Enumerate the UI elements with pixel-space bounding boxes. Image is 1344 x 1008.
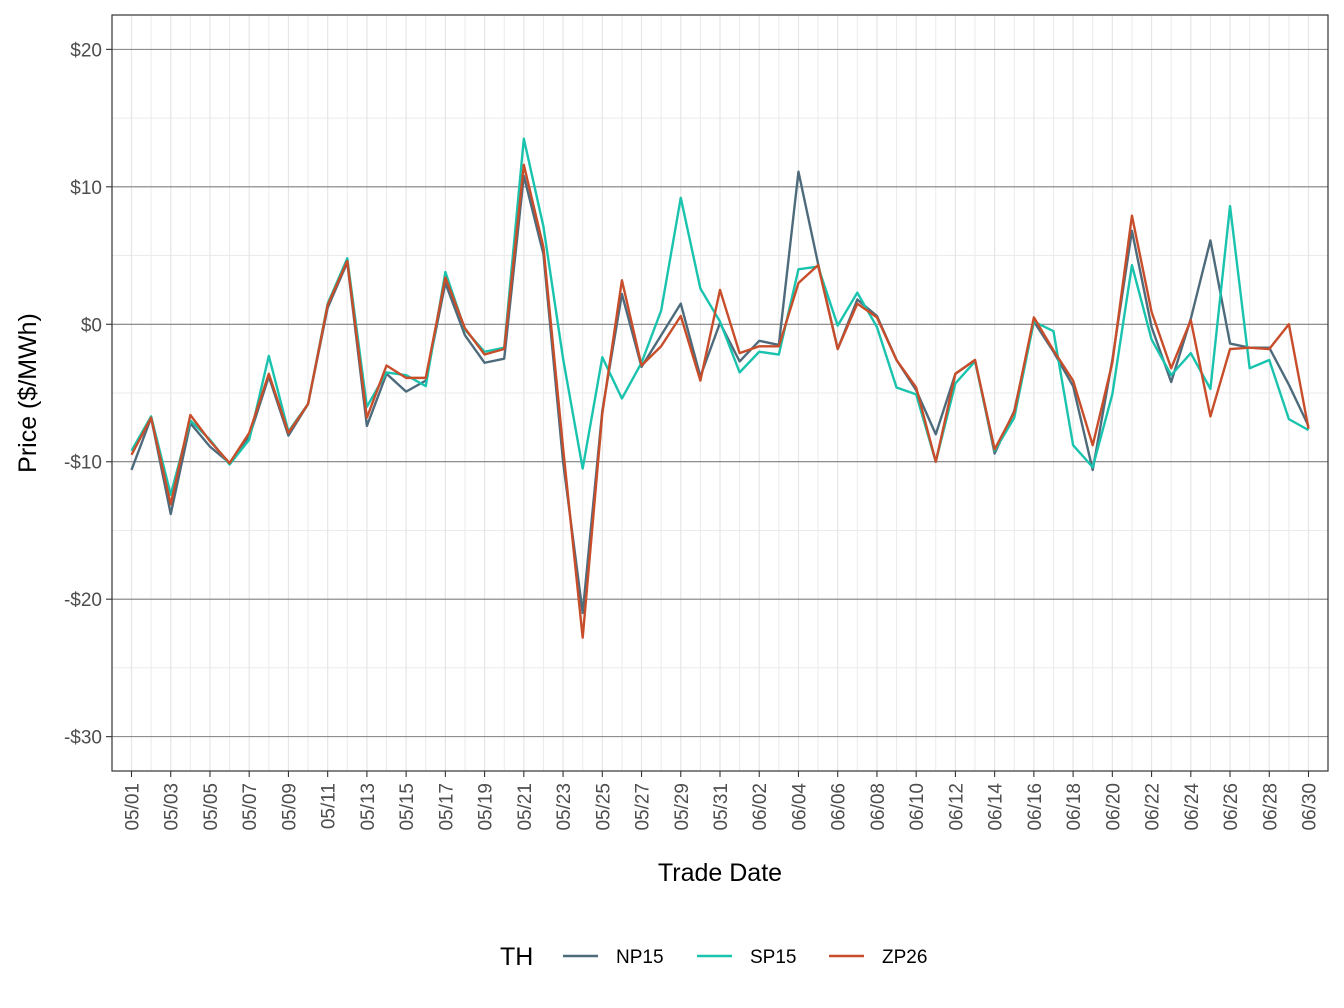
legend-label-np15: NP15 xyxy=(616,947,664,968)
x-tick-label: 05/21 xyxy=(515,783,536,831)
y-tick-label: -$20 xyxy=(64,590,102,611)
x-tick-label: 06/24 xyxy=(1182,783,1203,831)
y-tick-label: $0 xyxy=(81,315,102,336)
x-tick-label: 05/03 xyxy=(162,783,183,831)
x-tick-label: 05/23 xyxy=(554,783,575,831)
x-tick-label: 05/15 xyxy=(397,783,418,831)
x-tick-label: 06/06 xyxy=(829,783,850,831)
x-tick-label: 06/04 xyxy=(789,783,810,831)
x-tick-label: 05/09 xyxy=(279,783,300,831)
y-tick-label: -$30 xyxy=(64,728,102,749)
legend-label-sp15: SP15 xyxy=(750,947,796,968)
x-tick-label: 06/22 xyxy=(1143,783,1164,831)
x-axis-title: Trade Date xyxy=(658,859,782,887)
x-tick-label: 05/19 xyxy=(476,783,497,831)
x-tick-label: 06/18 xyxy=(1064,783,1085,831)
x-tick-label: 06/02 xyxy=(750,783,771,831)
x-tick-label: 05/13 xyxy=(358,783,379,831)
x-tick-label: 06/30 xyxy=(1300,783,1321,831)
x-tick-label: 06/08 xyxy=(868,783,889,831)
x-tick-label: 05/17 xyxy=(436,783,457,831)
x-tick-label: 06/20 xyxy=(1103,783,1124,831)
x-tick-label: 05/31 xyxy=(711,783,732,831)
y-axis-title: Price ($/MWh) xyxy=(14,313,42,473)
y-tick-label: $20 xyxy=(70,40,102,61)
x-tick-label: 05/27 xyxy=(633,783,654,831)
x-tick-label: 05/29 xyxy=(672,783,693,831)
legend-label-zp26: ZP26 xyxy=(882,947,927,968)
y-tick-label: $10 xyxy=(70,178,102,199)
x-tick-label: 05/25 xyxy=(593,783,614,831)
x-tick-label: 06/12 xyxy=(946,783,967,831)
x-tick-label: 06/26 xyxy=(1221,783,1242,831)
x-tick-label: 06/14 xyxy=(986,783,1007,831)
x-tick-label: 05/11 xyxy=(319,783,340,829)
x-tick-label: 06/10 xyxy=(907,783,928,831)
legend-title: TH xyxy=(500,943,533,971)
y-tick-label: -$10 xyxy=(64,453,102,474)
x-tick-label: 05/05 xyxy=(201,783,222,831)
x-tick-label: 06/16 xyxy=(1025,783,1046,831)
x-tick-label: 05/01 xyxy=(123,783,144,831)
series-line-zp26 xyxy=(130,163,1310,639)
x-tick-label: 06/28 xyxy=(1260,783,1281,831)
x-tick-label: 05/07 xyxy=(240,783,261,831)
